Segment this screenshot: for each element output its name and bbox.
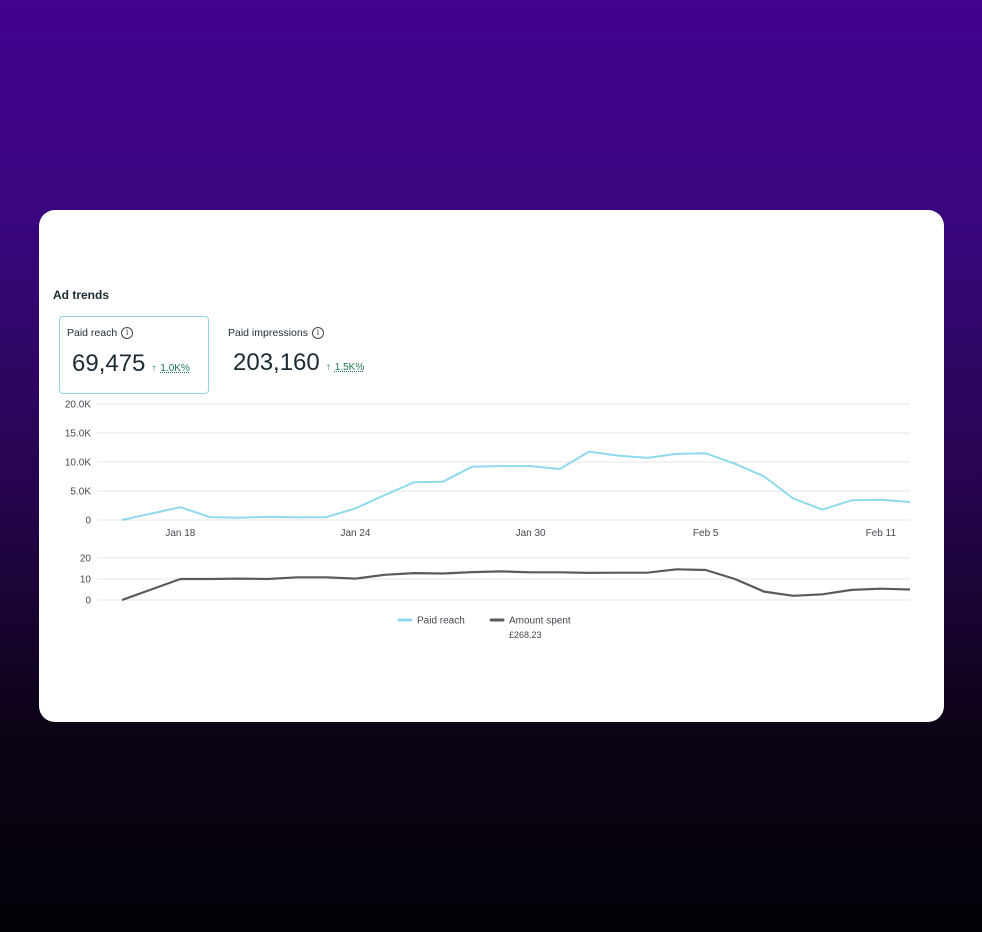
metric-value: 69,475 (72, 350, 146, 377)
y-tick-label: 10.0K (65, 458, 91, 469)
x-tick-label: Jan 30 (516, 528, 546, 539)
paid-reach-line (121, 450, 911, 521)
info-icon[interactable]: i (311, 327, 324, 339)
metric-tab-paid-reach[interactable]: Paid reach i 69,475 ↑ 1.0K% (59, 316, 209, 394)
y-tick-label: 5.0K (70, 487, 91, 498)
metric-label: Paid impressions (228, 327, 308, 339)
metric-value: 203,160 (233, 349, 320, 376)
x-tick-label: Feb 5 (693, 528, 719, 539)
metric-tab-paid-impressions[interactable]: Paid impressions i 203,160 ↑ 1.5K% (227, 316, 397, 392)
y-tick-label: 0 (85, 596, 91, 607)
up-arrow-icon: ↑ (325, 362, 331, 373)
amount-spent-line (121, 568, 911, 602)
y-tick-label: 20 (80, 554, 92, 565)
section-title: Ad trends (53, 288, 110, 302)
legend-sublabel: £268.23 (509, 630, 542, 640)
info-icon[interactable]: i (121, 327, 134, 339)
metric-change-percent[interactable]: 1.0K% (160, 363, 190, 374)
ad-trends-chart: 0 5.0K 10.0K 15.0K 20.0K Jan 18 Jan 24 Jan 30 Fe… (65, 400, 911, 640)
y-tick-label: 10 (80, 575, 92, 586)
legend-label: Paid reach (417, 616, 465, 627)
metric-change: ↑ 1.0K% (151, 363, 189, 374)
metric-change: ↑ 1.5K% (326, 362, 364, 373)
y-tick-label: 15.0K (65, 429, 91, 440)
y-tick-label: 20.0K (65, 400, 91, 411)
y-tick-label: 0 (85, 516, 91, 527)
x-tick-label: Jan 18 (165, 528, 195, 539)
x-tick-label: Feb 11 (866, 528, 897, 539)
legend-label: Amount spent (509, 616, 571, 627)
metric-label: Paid reach (67, 327, 118, 339)
ad-trends-card: Ad trends Paid reach i 69,475 ↑ 1.0K% Pa… (39, 210, 944, 722)
metric-change-percent[interactable]: 1.5K% (334, 362, 365, 373)
x-tick-label: Jan 24 (340, 528, 370, 539)
up-arrow-icon: ↑ (151, 363, 157, 374)
